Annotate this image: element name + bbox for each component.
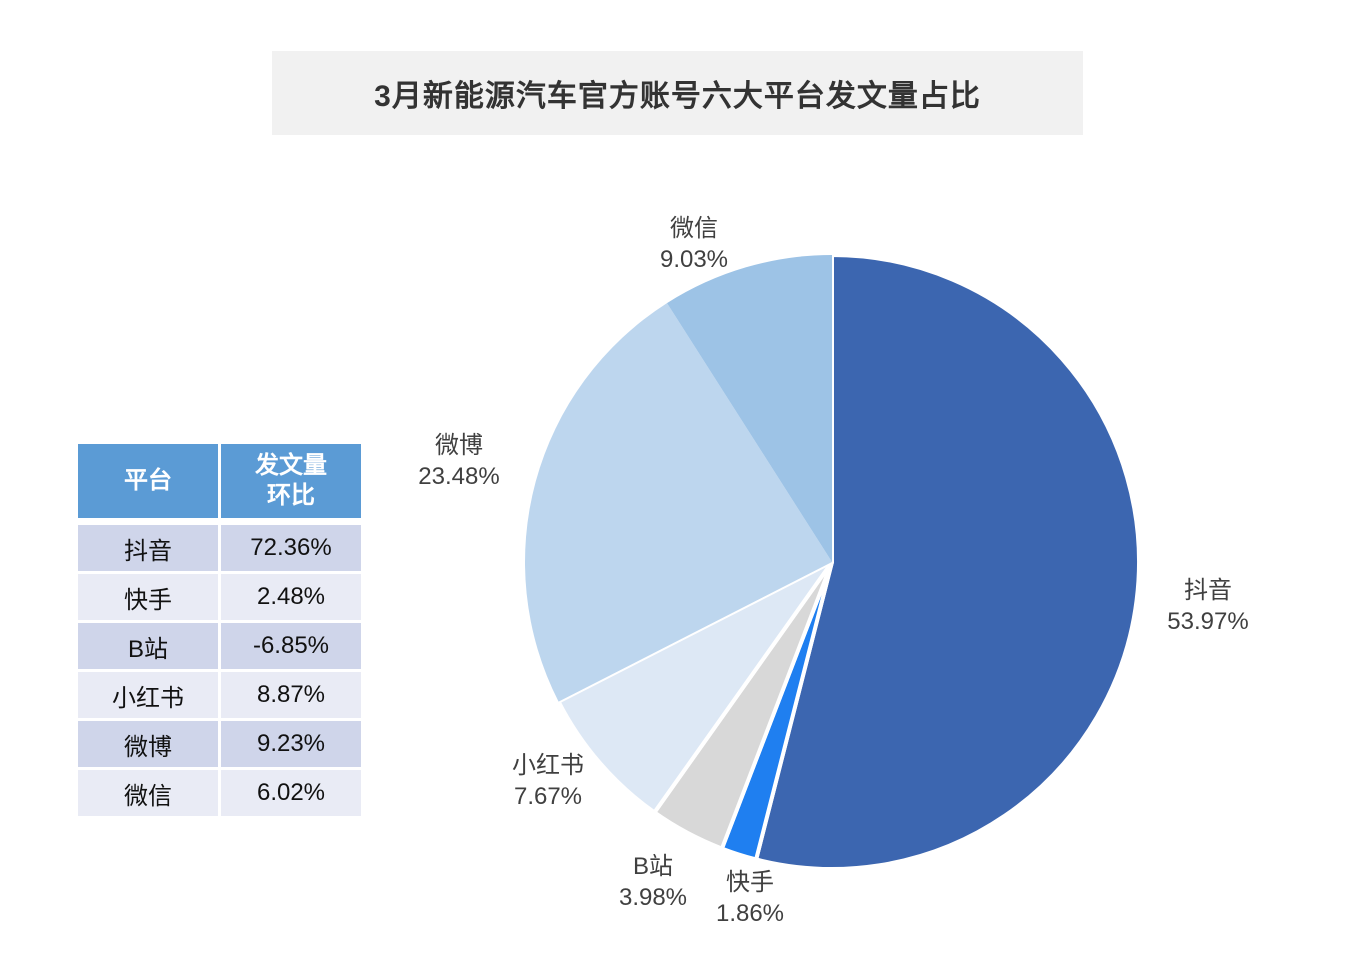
pie-slice — [666, 255, 832, 562]
pie-label-name: 微信 — [670, 215, 718, 242]
table-header-row: 平台 发文量 环比 — [78, 444, 361, 518]
pie-label-bilibili: B站 3.98% — [619, 851, 687, 913]
table-row: 微信 6.02% — [78, 770, 361, 816]
cell-platform: 抖音 — [78, 521, 218, 571]
pie-label-name: 微博 — [435, 432, 483, 459]
pie-label-douyin: 抖音 53.97% — [1167, 575, 1248, 637]
cell-growth: 6.02% — [221, 770, 361, 816]
header-growth-line2: 环比 — [267, 482, 315, 509]
pie-label-weibo: 微博 23.48% — [418, 430, 499, 492]
pie-label-value: 1.86% — [715, 900, 785, 927]
cell-platform: 小红书 — [78, 672, 218, 718]
cell-platform: 微信 — [78, 770, 218, 816]
pie-label-value: 3.98% — [618, 884, 688, 911]
table-row: 微博 9.23% — [78, 721, 361, 767]
header-growth: 发文量 环比 — [221, 444, 361, 518]
cell-growth: -6.85% — [221, 623, 361, 669]
pie-label-name: B站 — [632, 853, 673, 880]
header-platform: 平台 — [78, 444, 218, 518]
pie-label-weixin: 微信 9.03% — [660, 213, 728, 275]
pie-label-xiaohongshu: 小红书 7.67% — [512, 750, 584, 812]
cell-growth: 2.48% — [221, 574, 361, 620]
table-row: 抖音 72.36% — [78, 521, 361, 571]
cell-growth: 9.23% — [221, 721, 361, 767]
table-row: 快手 2.48% — [78, 574, 361, 620]
cell-platform: 微博 — [78, 721, 218, 767]
table-row: B站 -6.85% — [78, 623, 361, 669]
pie-label-kuaishou: 快手 1.86% — [716, 867, 784, 929]
pie-label-name: 快手 — [726, 869, 774, 896]
pie-label-name: 抖音 — [1184, 577, 1232, 604]
growth-table: 平台 发文量 环比 抖音 72.36% 快手 2.48% B站 -6.85% 小… — [75, 441, 364, 819]
cell-growth: 72.36% — [221, 521, 361, 571]
cell-growth: 8.87% — [221, 672, 361, 718]
chart-title: 3月新能源汽车官方账号六大平台发文量占比 — [374, 80, 981, 113]
pie-label-value: 53.97% — [1167, 608, 1249, 635]
pie-label-value: 7.67% — [513, 783, 583, 810]
pie-label-value: 23.48% — [418, 463, 500, 490]
cell-platform: B站 — [78, 623, 218, 669]
table-row: 小红书 8.87% — [78, 672, 361, 718]
pie-label-name: 小红书 — [512, 752, 584, 779]
chart-title-box: 3月新能源汽车官方账号六大平台发文量占比 — [272, 51, 1083, 135]
pie-label-value: 9.03% — [659, 246, 729, 273]
cell-platform: 快手 — [78, 574, 218, 620]
pie-slice — [556, 560, 834, 815]
pie-slice — [525, 303, 832, 702]
pie-slice — [754, 253, 1141, 871]
header-growth-line1: 发文量 — [255, 452, 327, 479]
